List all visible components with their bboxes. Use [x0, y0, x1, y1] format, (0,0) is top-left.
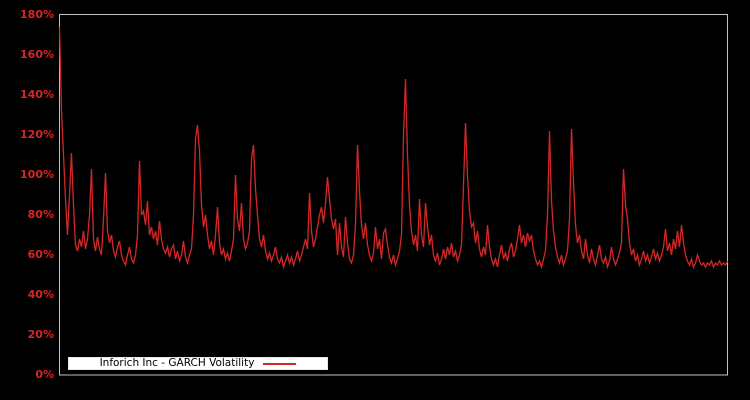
legend: Inforich Inc - GARCH Volatility: [68, 357, 328, 370]
volatility-line: [58, 26, 729, 270]
y-tick-label: 160%: [20, 48, 54, 61]
y-tick-label: 180%: [20, 8, 54, 21]
y-tick-label: 60%: [27, 248, 54, 261]
y-tick-label: 40%: [27, 288, 54, 301]
y-tick-label: 20%: [27, 328, 54, 341]
y-tick-label: 140%: [20, 88, 54, 101]
y-tick-label: 120%: [20, 128, 54, 141]
legend-series-label: Inforich Inc - GARCH Volatility: [99, 357, 255, 369]
y-tick-label: 80%: [27, 208, 54, 221]
y-tick-label: 0%: [35, 368, 54, 381]
plot-frame-border: [59, 14, 728, 376]
legend-line-sample-icon: [263, 362, 297, 365]
y-tick-label: 100%: [20, 168, 54, 181]
